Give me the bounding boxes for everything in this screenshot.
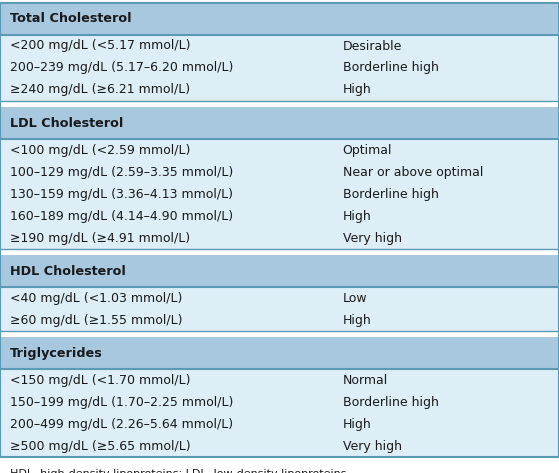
Text: Borderline high: Borderline high bbox=[343, 395, 438, 409]
Bar bbox=[0, 331, 559, 337]
Text: ≥240 mg/dL (≥6.21 mmol/L): ≥240 mg/dL (≥6.21 mmol/L) bbox=[10, 84, 190, 96]
Bar bbox=[0, 309, 559, 331]
Text: 200–239 mg/dL (5.17–6.20 mmol/L): 200–239 mg/dL (5.17–6.20 mmol/L) bbox=[10, 61, 233, 75]
Bar bbox=[0, 57, 559, 79]
Text: HDL Cholesterol: HDL Cholesterol bbox=[10, 264, 126, 278]
Text: Borderline high: Borderline high bbox=[343, 61, 438, 75]
Text: Low: Low bbox=[343, 291, 367, 305]
Bar bbox=[0, 435, 559, 457]
Text: Near or above optimal: Near or above optimal bbox=[343, 166, 483, 178]
Bar bbox=[0, 139, 559, 161]
Text: 100–129 mg/dL (2.59–3.35 mmol/L): 100–129 mg/dL (2.59–3.35 mmol/L) bbox=[10, 166, 233, 178]
Text: ≥500 mg/dL (≥5.65 mmol/L): ≥500 mg/dL (≥5.65 mmol/L) bbox=[10, 439, 191, 453]
Text: ≥190 mg/dL (≥4.91 mmol/L): ≥190 mg/dL (≥4.91 mmol/L) bbox=[10, 231, 190, 245]
Text: Optimal: Optimal bbox=[343, 143, 392, 157]
Bar bbox=[0, 35, 559, 57]
Bar bbox=[0, 79, 559, 101]
Text: High: High bbox=[343, 314, 371, 326]
Bar bbox=[0, 337, 559, 369]
Text: <200 mg/dL (<5.17 mmol/L): <200 mg/dL (<5.17 mmol/L) bbox=[10, 40, 191, 53]
Text: High: High bbox=[343, 210, 371, 222]
Text: 160–189 mg/dL (4.14–4.90 mmol/L): 160–189 mg/dL (4.14–4.90 mmol/L) bbox=[10, 210, 233, 222]
Text: Desirable: Desirable bbox=[343, 40, 402, 53]
Bar bbox=[0, 101, 559, 107]
Bar bbox=[0, 183, 559, 205]
Bar bbox=[0, 391, 559, 413]
Text: High: High bbox=[343, 84, 371, 96]
Text: Normal: Normal bbox=[343, 374, 388, 386]
Text: <100 mg/dL (<2.59 mmol/L): <100 mg/dL (<2.59 mmol/L) bbox=[10, 143, 191, 157]
Text: 130–159 mg/dL (3.36–4.13 mmol/L): 130–159 mg/dL (3.36–4.13 mmol/L) bbox=[10, 187, 233, 201]
Text: HDL, high-density lipoproteins; LDL, low-density lipoproteins.: HDL, high-density lipoproteins; LDL, low… bbox=[10, 469, 350, 473]
Text: Borderline high: Borderline high bbox=[343, 187, 438, 201]
Text: LDL Cholesterol: LDL Cholesterol bbox=[10, 116, 124, 130]
Bar bbox=[0, 249, 559, 255]
Text: Very high: Very high bbox=[343, 439, 401, 453]
Bar bbox=[0, 205, 559, 227]
Bar bbox=[0, 413, 559, 435]
Bar bbox=[0, 287, 559, 309]
Bar bbox=[0, 161, 559, 183]
Text: <150 mg/dL (<1.70 mmol/L): <150 mg/dL (<1.70 mmol/L) bbox=[10, 374, 191, 386]
Bar bbox=[0, 107, 559, 139]
Bar bbox=[0, 227, 559, 249]
Text: <40 mg/dL (<1.03 mmol/L): <40 mg/dL (<1.03 mmol/L) bbox=[10, 291, 182, 305]
Text: Total Cholesterol: Total Cholesterol bbox=[10, 12, 131, 26]
Text: Very high: Very high bbox=[343, 231, 401, 245]
Text: Triglycerides: Triglycerides bbox=[10, 347, 103, 359]
Text: 150–199 mg/dL (1.70–2.25 mmol/L): 150–199 mg/dL (1.70–2.25 mmol/L) bbox=[10, 395, 233, 409]
Bar bbox=[0, 3, 559, 35]
Bar bbox=[0, 255, 559, 287]
Text: High: High bbox=[343, 418, 371, 430]
Text: ≥60 mg/dL (≥1.55 mmol/L): ≥60 mg/dL (≥1.55 mmol/L) bbox=[10, 314, 182, 326]
Bar bbox=[0, 369, 559, 391]
Text: 200–499 mg/dL (2.26–5.64 mmol/L): 200–499 mg/dL (2.26–5.64 mmol/L) bbox=[10, 418, 233, 430]
